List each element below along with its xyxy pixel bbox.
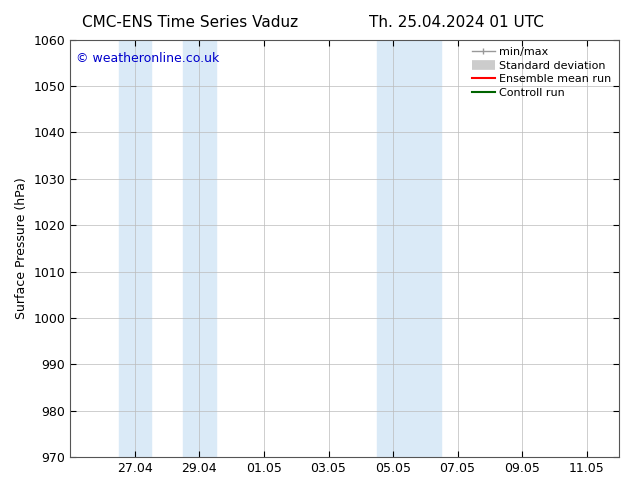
Legend: min/max, Standard deviation, Ensemble mean run, Controll run: min/max, Standard deviation, Ensemble me…	[468, 43, 616, 102]
Bar	[377, 40, 409, 457]
Text: Th. 25.04.2024 01 UTC: Th. 25.04.2024 01 UTC	[369, 15, 544, 30]
Bar	[409, 40, 441, 457]
Bar	[119, 40, 151, 457]
Text: CMC-ENS Time Series Vaduz: CMC-ENS Time Series Vaduz	[82, 15, 298, 30]
Bar	[183, 40, 216, 457]
Y-axis label: Surface Pressure (hPa): Surface Pressure (hPa)	[15, 177, 28, 319]
Text: © weatheronline.co.uk: © weatheronline.co.uk	[76, 52, 219, 65]
